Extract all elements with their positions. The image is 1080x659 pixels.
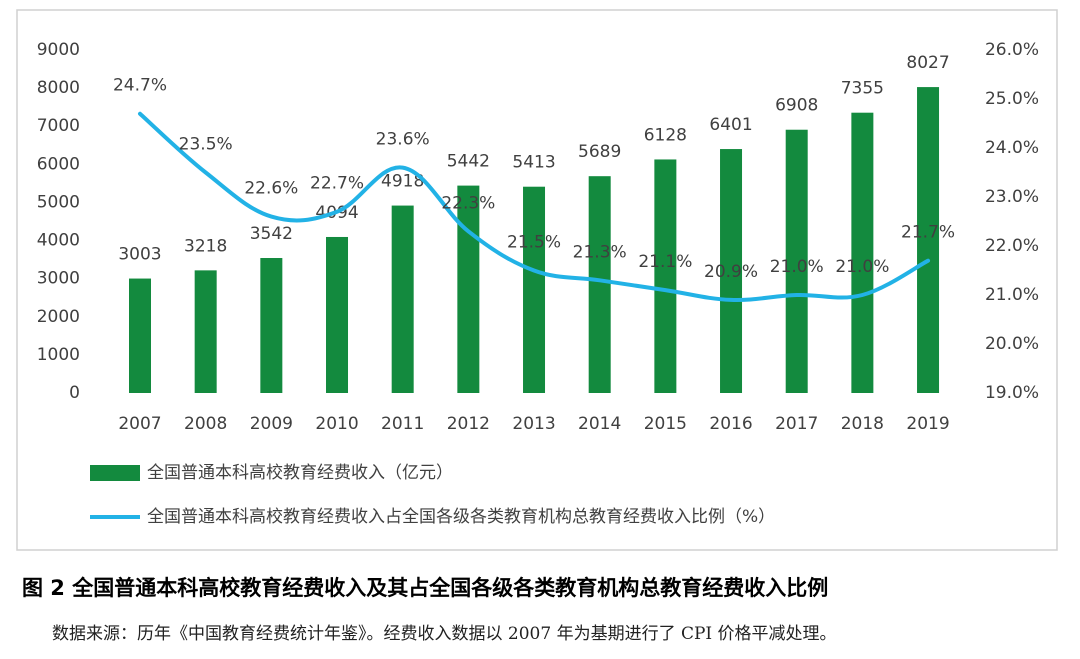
bar — [129, 278, 151, 393]
x-tick-label: 2014 — [578, 414, 621, 434]
y2-tick-label: 26.0% — [985, 40, 1039, 60]
x-tick-label: 2010 — [315, 414, 358, 434]
caption: 图 2 全国普通本科高校教育经费收入及其占全国各级各类教育机构总教育经费收入比例 — [22, 576, 829, 600]
y2-tick-label: 20.0% — [985, 334, 1039, 354]
bar-value-label: 5413 — [512, 153, 555, 173]
line-value-label: 21.0% — [770, 257, 824, 277]
chart: 0 1000 2000 3000 4000 5000 6000 7000 8000 9000 19.… — [16, 9, 1058, 551]
y2-tick-label: 24.0% — [985, 138, 1039, 158]
x-tick-label: 2017 — [775, 414, 818, 434]
bar — [720, 149, 743, 393]
bar-value-label: 5689 — [578, 142, 621, 162]
bar — [917, 87, 940, 394]
bar — [457, 185, 480, 393]
bar — [785, 129, 808, 393]
y2-tick-label: 19.0% — [985, 383, 1039, 403]
line-value-label: 22.7% — [310, 174, 364, 194]
bar-value-label: 5442 — [447, 152, 490, 172]
y2-tick-label: 22.0% — [985, 236, 1039, 256]
y-tick-label: 1000 — [37, 345, 80, 365]
line-value-label: 23.5% — [179, 135, 233, 155]
bar — [588, 176, 611, 393]
bar-value-label: 4918 — [381, 172, 424, 192]
chart-frame — [16, 9, 1058, 551]
line-value-label: 21.5% — [507, 233, 561, 253]
y-tick-label: 6000 — [37, 154, 80, 174]
x-tick-label: 2011 — [381, 414, 424, 434]
y-tick-label: 8000 — [37, 78, 80, 98]
legend-label: 全国普通本科高校教育经费收入（亿元） — [147, 463, 453, 483]
line-value-label: 23.6% — [376, 130, 430, 150]
bar — [523, 186, 546, 393]
y2-tick-label: 25.0% — [985, 89, 1039, 109]
y-tick-label: 5000 — [37, 192, 80, 212]
x-tick-label: 2016 — [709, 414, 752, 434]
x-tick-label: 2009 — [250, 414, 293, 434]
x-tick-label: 2008 — [184, 414, 227, 434]
source-note: 数据来源：历年《中国教育经费统计年鉴》。经费收入数据以 2007 年为基期进行了… — [52, 624, 837, 644]
line-value-label: 21.7% — [901, 223, 955, 243]
y-tick-label: 0 — [69, 383, 80, 403]
bar — [851, 112, 874, 393]
line — [138, 111, 931, 302]
y-tick-label: 7000 — [37, 116, 80, 136]
x-tick-label: 2015 — [644, 414, 687, 434]
bar-value-label: 6908 — [775, 96, 818, 116]
line-value-label: 21.0% — [835, 257, 889, 277]
line-value-label: 21.3% — [573, 242, 627, 262]
line-value-label: 24.7% — [113, 76, 167, 96]
bar-value-label: 6128 — [644, 125, 687, 145]
bar — [326, 236, 349, 393]
y-tick-label: 9000 — [37, 40, 80, 60]
bar-value-label: 3218 — [184, 236, 227, 256]
line-value-label: 21.1% — [638, 252, 692, 272]
x-tick-label: 2007 — [118, 414, 161, 434]
bar — [391, 205, 414, 393]
line-value-label: 22.3% — [441, 193, 495, 213]
x-tick-label: 2018 — [841, 414, 884, 434]
legend-swatch — [90, 465, 140, 481]
bar-value-label: 7355 — [841, 79, 884, 99]
x-tick-label: 2013 — [512, 414, 555, 434]
y-tick-label: 2000 — [37, 307, 80, 327]
bar-value-label: 8027 — [906, 53, 949, 73]
y-tick-label: 3000 — [37, 269, 80, 289]
bar-value-label: 3542 — [250, 224, 293, 244]
bar — [260, 258, 283, 393]
line-value-label: 20.9% — [704, 262, 758, 282]
x-tick-label: 2012 — [447, 414, 490, 434]
line-value-label: 22.6% — [244, 179, 298, 199]
y2-tick-label: 23.0% — [985, 187, 1039, 207]
bar-value-label: 6401 — [709, 115, 752, 135]
bar-value-label: 3003 — [118, 245, 161, 265]
y-tick-label: 4000 — [37, 231, 80, 251]
y2-tick-label: 21.0% — [985, 285, 1039, 305]
x-tick-label: 2019 — [906, 414, 949, 434]
legend-label: 全国普通本科高校教育经费收入占全国各级各类教育机构总教育经费收入比例（%） — [147, 507, 775, 527]
bar — [654, 159, 677, 393]
bar — [194, 270, 217, 393]
